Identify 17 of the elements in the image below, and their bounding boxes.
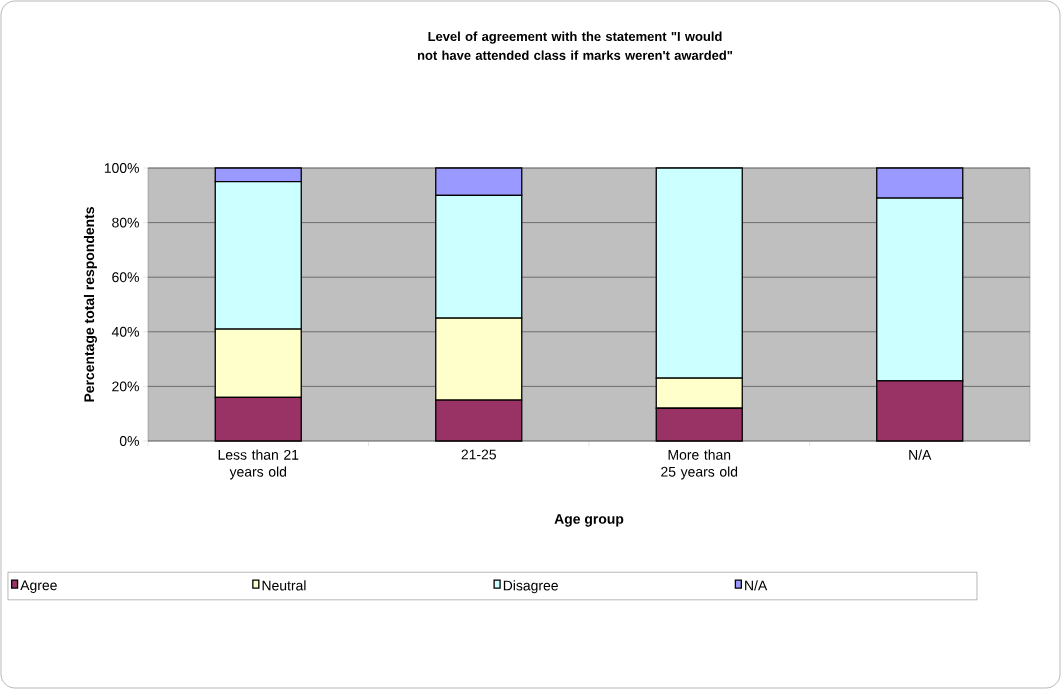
y-tick-label: 0% xyxy=(119,436,139,446)
y-tick-label: 40% xyxy=(111,326,139,337)
x-tick-label: Less than 21 years old xyxy=(218,449,299,480)
legend-label: Neutral xyxy=(262,580,306,591)
legend-label: Disagree xyxy=(503,580,558,594)
y-tick-label: 20% xyxy=(112,381,139,392)
legend-label: Agree xyxy=(20,580,57,593)
legend-label: N/A xyxy=(745,580,768,591)
y-tick-label: 60% xyxy=(112,272,139,283)
y-tick-label: 100% xyxy=(104,163,139,173)
chart-title: Level of agreement with the statement "I would not have attended class if marks weren't awarded" xyxy=(417,31,733,60)
x-tick-label: 21-25 xyxy=(461,449,496,460)
x-axis-title: Age group xyxy=(554,514,624,527)
y-axis-title: Percentage total respondents xyxy=(83,207,97,402)
x-tick-label: N/A xyxy=(909,449,932,460)
x-tick-label: More than 25 years old xyxy=(661,449,738,480)
y-tick-label: 80% xyxy=(112,217,139,228)
